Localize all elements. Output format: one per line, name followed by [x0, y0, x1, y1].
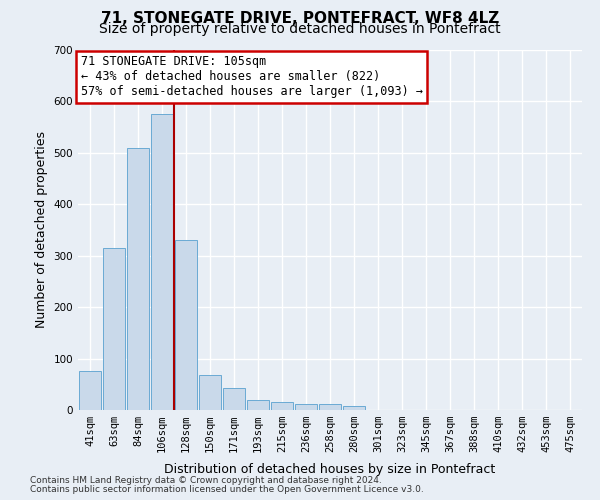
Bar [319, 404, 341, 410]
Bar [271, 402, 293, 410]
Bar [151, 114, 173, 410]
Text: Size of property relative to detached houses in Pontefract: Size of property relative to detached ho… [99, 22, 501, 36]
Text: Contains public sector information licensed under the Open Government Licence v3: Contains public sector information licen… [30, 484, 424, 494]
Bar [343, 406, 365, 410]
X-axis label: Distribution of detached houses by size in Pontefract: Distribution of detached houses by size … [164, 464, 496, 476]
Bar [127, 148, 149, 410]
Bar [223, 388, 245, 410]
Bar [103, 248, 125, 410]
Bar [199, 375, 221, 410]
Bar [79, 372, 101, 410]
Bar [295, 404, 317, 410]
Text: 71 STONEGATE DRIVE: 105sqm
← 43% of detached houses are smaller (822)
57% of sem: 71 STONEGATE DRIVE: 105sqm ← 43% of deta… [80, 56, 422, 98]
Text: 71, STONEGATE DRIVE, PONTEFRACT, WF8 4LZ: 71, STONEGATE DRIVE, PONTEFRACT, WF8 4LZ [101, 11, 499, 26]
Bar [247, 400, 269, 410]
Bar [175, 240, 197, 410]
Text: Contains HM Land Registry data © Crown copyright and database right 2024.: Contains HM Land Registry data © Crown c… [30, 476, 382, 485]
Y-axis label: Number of detached properties: Number of detached properties [35, 132, 48, 328]
